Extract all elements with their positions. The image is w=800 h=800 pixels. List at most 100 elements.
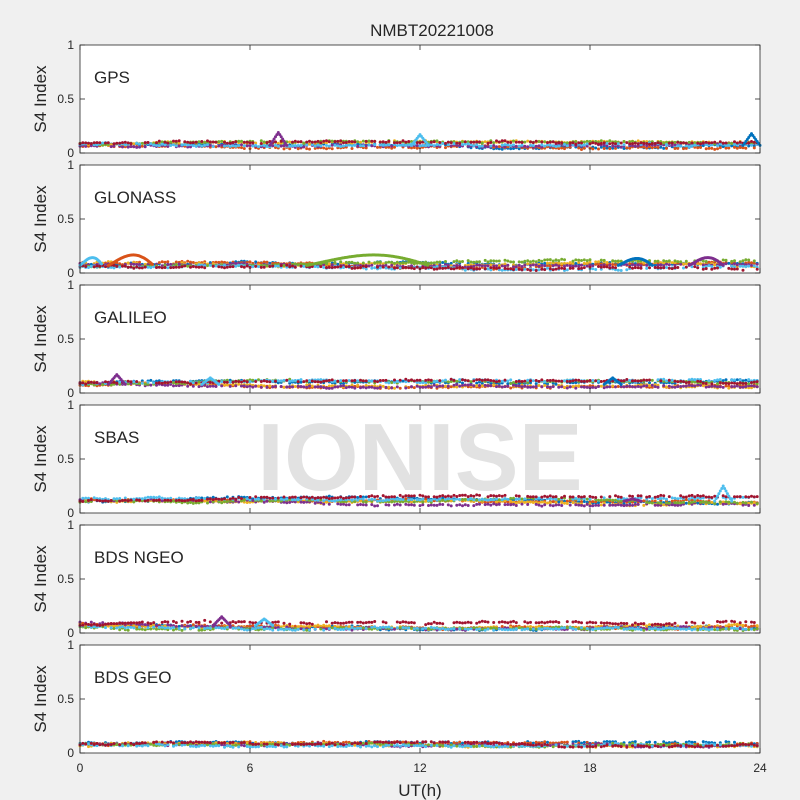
data-point: [662, 384, 666, 388]
data-point: [129, 262, 133, 266]
data-point: [384, 266, 388, 270]
data-point: [512, 268, 515, 272]
data-point: [166, 381, 170, 385]
data-point: [741, 268, 745, 272]
data-point: [410, 146, 413, 150]
data-point: [724, 262, 728, 266]
data-point: [135, 141, 139, 145]
data-point: [531, 385, 535, 389]
data-point: [557, 141, 561, 145]
data-point: [704, 382, 708, 385]
data-point: [177, 380, 181, 384]
data-point: [614, 259, 617, 263]
data-point: [350, 144, 354, 148]
data-point: [265, 385, 269, 389]
data-point: [223, 383, 226, 387]
data-point: [747, 382, 751, 386]
data-point: [727, 261, 731, 265]
data-point: [659, 145, 663, 149]
data-point: [503, 267, 507, 270]
data-point: [565, 379, 569, 383]
data-point: [509, 147, 513, 151]
data-point: [359, 265, 362, 269]
data-point: [682, 266, 685, 270]
data-point: [390, 386, 394, 390]
data-point: [662, 266, 666, 270]
data-point: [475, 140, 479, 144]
data-point: [472, 379, 476, 383]
data-point: [225, 265, 229, 269]
data-point: [543, 380, 547, 384]
data-point: [684, 262, 688, 266]
data-point: [676, 140, 680, 144]
data-point: [339, 265, 343, 268]
data-point: [478, 378, 481, 382]
data-point: [750, 264, 753, 267]
data-point: [699, 146, 702, 149]
data-point: [461, 140, 464, 144]
data-point: [495, 385, 498, 389]
data-point: [118, 141, 122, 145]
data-point: [240, 146, 243, 150]
data-point: [313, 385, 317, 389]
data-point: [458, 144, 462, 148]
data-point: [118, 265, 122, 269]
data-point: [446, 266, 450, 269]
data-point: [95, 264, 99, 268]
data-point: [642, 384, 646, 388]
data-point: [466, 142, 470, 146]
data-point: [599, 145, 603, 149]
data-point: [461, 266, 464, 270]
data-point: [514, 144, 518, 148]
data-point: [733, 145, 736, 149]
data-point: [339, 139, 343, 143]
data-point: [741, 259, 745, 263]
data-point: [268, 380, 272, 384]
data-point: [529, 260, 532, 264]
data-point: [438, 260, 442, 264]
data-point: [197, 385, 201, 389]
data-point: [418, 378, 422, 382]
data-point: [449, 144, 453, 148]
data-point: [390, 144, 394, 148]
data-point: [367, 143, 371, 147]
data-point: [356, 261, 360, 265]
data-point: [548, 379, 552, 382]
data-point: [509, 382, 513, 385]
data-point: [509, 141, 513, 144]
data-point: [543, 268, 547, 272]
data-point: [384, 261, 388, 265]
data-point: [478, 384, 481, 387]
data-point: [404, 386, 408, 390]
data-point: [704, 267, 708, 271]
data-point: [308, 379, 311, 382]
data-point: [721, 145, 725, 149]
data-point: [497, 266, 501, 270]
data-point: [123, 264, 127, 268]
data-point: [274, 146, 277, 149]
data-point: [101, 383, 105, 387]
data-point: [636, 259, 640, 263]
data-point: [551, 264, 555, 268]
data-point: [390, 260, 394, 264]
data-point: [248, 384, 252, 388]
data-point: [220, 380, 224, 384]
data-point: [225, 383, 229, 387]
data-point: [146, 141, 150, 144]
data-point: [194, 144, 198, 148]
data-point: [733, 381, 736, 385]
data-point: [262, 379, 266, 383]
data-point: [585, 139, 589, 143]
data-point: [747, 260, 751, 264]
data-point: [489, 263, 493, 267]
data-point: [554, 267, 558, 271]
data-point: [223, 140, 226, 144]
data-point: [455, 259, 459, 263]
data-point: [421, 140, 425, 144]
data-point: [526, 259, 530, 263]
data-point: [752, 380, 756, 384]
data-point: [441, 379, 445, 383]
data-point: [540, 378, 544, 382]
data-point: [704, 260, 708, 263]
